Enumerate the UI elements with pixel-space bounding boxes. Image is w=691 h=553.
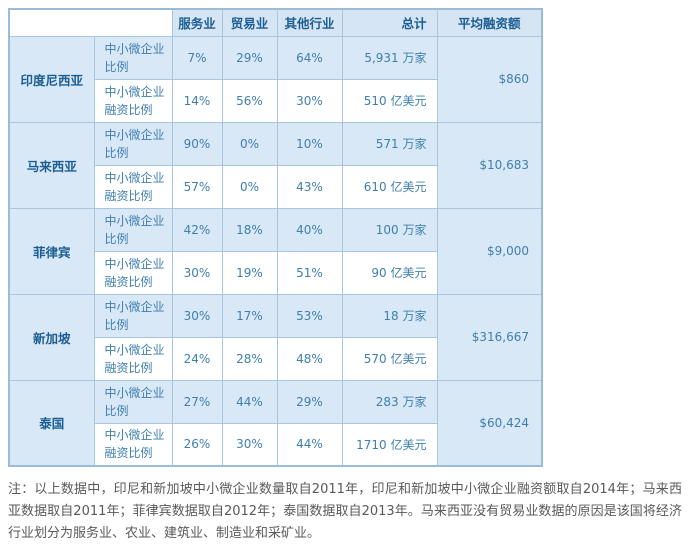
- value-cell: 90%: [171, 121, 223, 166]
- header-row: 服务业 贸易业 其他行业 总计 平均融资额: [8, 8, 543, 37]
- country-cell: 菲律宾: [8, 207, 95, 295]
- value-cell: 30%: [171, 293, 223, 338]
- value-cell: 29%: [276, 379, 343, 424]
- value-cell: 19%: [221, 250, 278, 295]
- avg-financing-cell: $316,667: [436, 293, 543, 381]
- msme-financing-table: 服务业 贸易业 其他行业 总计 平均融资额 印度尼西亚 中小微企业比例 7% 2…: [8, 8, 543, 467]
- value-cell: 40%: [276, 207, 343, 252]
- row-label-msme-ratio: 中小微企业比例: [93, 293, 173, 338]
- col-header-total: 总计: [341, 8, 438, 37]
- value-cell: 17%: [221, 293, 278, 338]
- col-header-service: 服务业: [171, 8, 223, 37]
- table-row: 泰国 中小微企业比例 27% 44% 29% 283 万家 $60,424: [8, 379, 543, 467]
- value-cell: 24%: [171, 336, 223, 381]
- value-cell: 30%: [171, 250, 223, 295]
- table-row: 中小微企业融资比例 24% 28% 48% 570 亿美元: [9, 336, 542, 381]
- value-cell: 28%: [221, 336, 278, 381]
- table-row: 印度尼西亚 中小微企业比例 7% 29% 64% 5,931 万家 $860: [8, 35, 543, 123]
- country-cell: 马来西亚: [8, 121, 95, 209]
- value-cell: 56%: [221, 78, 278, 123]
- row-label-msme-financing-ratio: 中小微企业融资比例: [93, 422, 173, 467]
- value-cell: 18%: [221, 207, 278, 252]
- value-cell: 51%: [276, 250, 343, 295]
- value-cell: 57%: [171, 164, 223, 209]
- value-cell: 0%: [221, 121, 278, 166]
- total-cell: 18 万家: [341, 293, 438, 338]
- row-label-msme-ratio: 中小微企业比例: [93, 121, 173, 166]
- total-cell: 1710 亿美元: [341, 422, 438, 467]
- value-cell: 53%: [276, 293, 343, 338]
- country-cell: 泰国: [8, 379, 95, 467]
- table-row: 中小微企业融资比例 30% 19% 51% 90 亿美元: [9, 250, 542, 295]
- country-cell: 印度尼西亚: [8, 35, 95, 123]
- table-row: 马来西亚 中小微企业比例 90% 0% 10% 571 万家 $10,683: [8, 121, 543, 209]
- avg-financing-cell: $10,683: [436, 121, 543, 209]
- country-cell: 新加坡: [8, 293, 95, 381]
- value-cell: 7%: [171, 35, 223, 80]
- value-cell: 30%: [276, 78, 343, 123]
- col-header-trade: 贸易业: [221, 8, 278, 37]
- value-cell: 29%: [221, 35, 278, 80]
- value-cell: 27%: [171, 379, 223, 424]
- col-header-other: 其他行业: [276, 8, 343, 37]
- value-cell: 42%: [171, 207, 223, 252]
- row-label-msme-ratio: 中小微企业比例: [93, 35, 173, 80]
- value-cell: 26%: [171, 422, 223, 467]
- value-cell: 48%: [276, 336, 343, 381]
- total-cell: 5,931 万家: [341, 35, 438, 80]
- total-cell: 283 万家: [341, 379, 438, 424]
- row-label-msme-financing-ratio: 中小微企业融资比例: [93, 336, 173, 381]
- table-row: 新加坡 中小微企业比例 30% 17% 53% 18 万家 $316,667: [8, 293, 543, 381]
- value-cell: 43%: [276, 164, 343, 209]
- footnote: 注：以上数据中，印尼和新加坡中小微企业数量取自2011年，印尼和新加坡中小微企业…: [8, 482, 682, 541]
- col-header-avg-financing: 平均融资额: [436, 8, 543, 37]
- total-cell: 571 万家: [341, 121, 438, 166]
- row-label-msme-financing-ratio: 中小微企业融资比例: [93, 250, 173, 295]
- total-cell: 90 亿美元: [341, 250, 438, 295]
- value-cell: 44%: [221, 379, 278, 424]
- row-label-msme-ratio: 中小微企业比例: [93, 379, 173, 424]
- value-cell: 44%: [276, 422, 343, 467]
- total-cell: 510 亿美元: [341, 78, 438, 123]
- value-cell: 10%: [276, 121, 343, 166]
- table-row: 中小微企业融资比例 57% 0% 43% 610 亿美元: [9, 164, 542, 209]
- row-label-msme-financing-ratio: 中小微企业融资比例: [93, 164, 173, 209]
- table-row: 中小微企业融资比例 14% 56% 30% 510 亿美元: [9, 78, 542, 123]
- avg-financing-cell: $9,000: [436, 207, 543, 295]
- value-cell: 0%: [221, 164, 278, 209]
- value-cell: 64%: [276, 35, 343, 80]
- avg-financing-cell: $860: [436, 35, 543, 123]
- row-label-msme-ratio: 中小微企业比例: [93, 207, 173, 252]
- blank-header-cell: [8, 8, 173, 37]
- value-cell: 30%: [221, 422, 278, 467]
- avg-financing-cell: $60,424: [436, 379, 543, 467]
- total-cell: 100 万家: [341, 207, 438, 252]
- total-cell: 610 亿美元: [341, 164, 438, 209]
- total-cell: 570 亿美元: [341, 336, 438, 381]
- row-label-msme-financing-ratio: 中小微企业融资比例: [93, 78, 173, 123]
- table-row: 中小微企业融资比例 26% 30% 44% 1710 亿美元: [9, 422, 542, 467]
- value-cell: 14%: [171, 78, 223, 123]
- table-row: 菲律宾 中小微企业比例 42% 18% 40% 100 万家 $9,000: [8, 207, 543, 295]
